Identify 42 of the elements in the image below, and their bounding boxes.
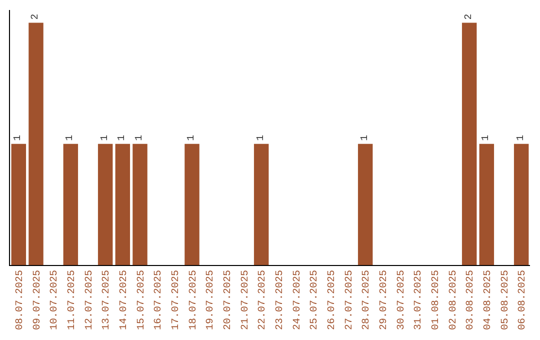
data-label: 1 — [360, 134, 371, 141]
x-tick-label: 27.07.2025 — [344, 270, 356, 330]
x-tick-label: 20.07.2025 — [222, 270, 234, 330]
x-tick-label: 03.08.2025 — [466, 270, 477, 330]
data-label: 1 — [65, 134, 76, 141]
data-label: 1 — [256, 134, 267, 141]
x-tick-label: 06.08.2025 — [518, 270, 529, 330]
x-tick-label: 09.07.2025 — [32, 270, 44, 330]
data-label: 1 — [13, 134, 24, 141]
x-tick-label: 10.07.2025 — [50, 270, 61, 330]
x-tick-label: 05.08.2025 — [500, 270, 512, 330]
x-tick-label: 24.07.2025 — [292, 270, 304, 330]
data-label: 1 — [117, 134, 128, 141]
x-tick-label: 17.07.2025 — [170, 270, 182, 330]
x-tick-label: 11.07.2025 — [66, 270, 78, 330]
data-label: 2 — [464, 14, 475, 20]
x-tick-label: 31.07.2025 — [414, 270, 425, 330]
data-label: 1 — [100, 134, 111, 141]
x-tick-label: 29.07.2025 — [378, 270, 390, 330]
x-tick-label: 04.08.2025 — [482, 270, 494, 330]
data-label: 2 — [30, 14, 42, 20]
x-tick-label: 14.07.2025 — [118, 270, 130, 330]
x-tick-label: 28.07.2025 — [362, 270, 373, 330]
data-label: 1 — [481, 134, 492, 141]
x-tick-label: 16.07.2025 — [154, 270, 165, 330]
x-tick-label: 21.07.2025 — [240, 270, 252, 330]
x-tick-label: 12.07.2025 — [84, 270, 96, 330]
x-tick-label: 26.07.2025 — [326, 270, 338, 330]
x-tick-label: 25.07.2025 — [310, 270, 321, 330]
x-tick-label: 01.08.2025 — [430, 270, 442, 330]
x-tick-label: 08.07.2025 — [14, 270, 26, 330]
x-tick-label: 19.07.2025 — [206, 270, 217, 330]
x-tick-label: 30.07.2025 — [396, 270, 408, 330]
x-tick-label: 02.08.2025 — [448, 270, 460, 330]
x-tick-label: 22.07.2025 — [258, 270, 269, 330]
x-tick-label: 18.07.2025 — [188, 270, 200, 330]
data-label: 1 — [186, 134, 198, 141]
data-label: 1 — [134, 134, 146, 141]
x-tick-label: 13.07.2025 — [102, 270, 113, 330]
x-tick-label: 23.07.2025 — [274, 270, 286, 330]
x-tick-label: 15.07.2025 — [136, 270, 148, 330]
data-label: 1 — [516, 134, 527, 141]
